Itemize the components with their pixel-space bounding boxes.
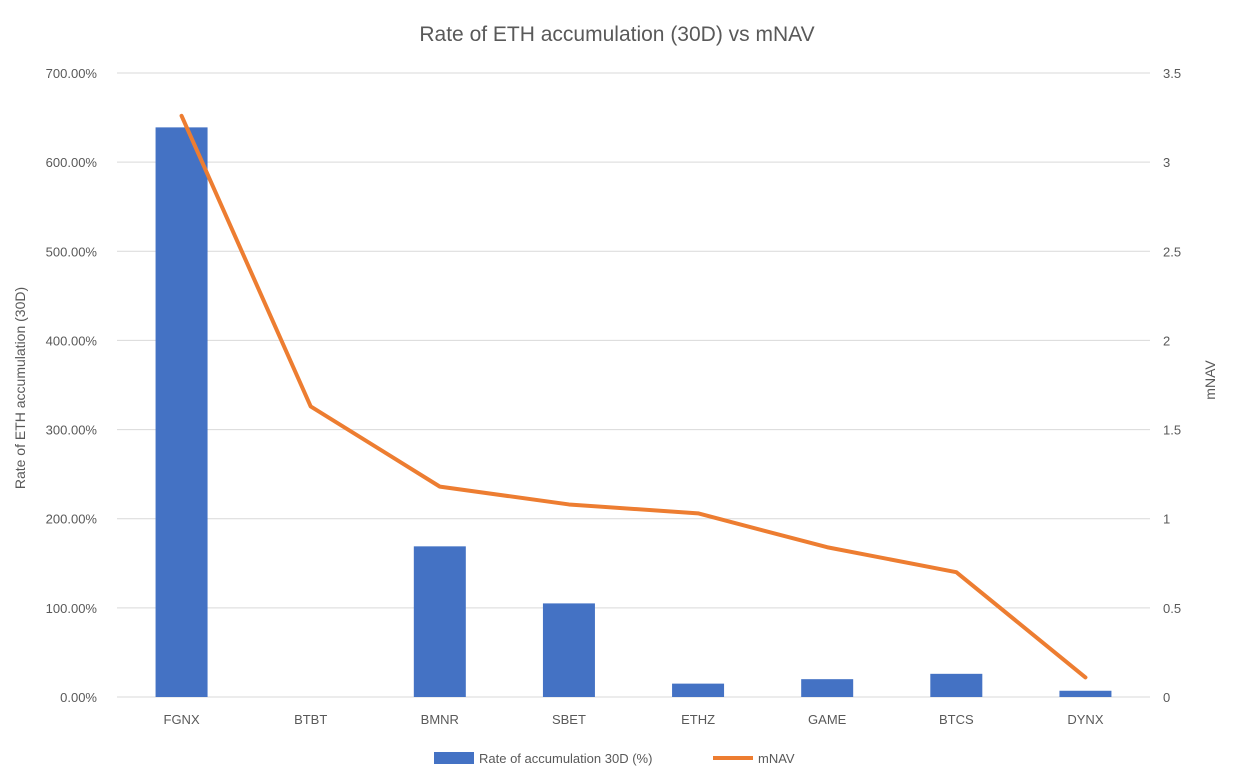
legend-swatch-bar bbox=[434, 752, 474, 764]
x-tick-label: ETHZ bbox=[681, 712, 715, 727]
x-axis-ticks: FGNX BTBT BMNR SBET ETHZ GAME BTCS DYNX bbox=[164, 712, 1104, 727]
y-tick-label: 500.00% bbox=[46, 244, 98, 259]
x-tick-label: GAME bbox=[808, 712, 847, 727]
x-tick-label: FGNX bbox=[164, 712, 200, 727]
x-tick-label: SBET bbox=[552, 712, 586, 727]
bar-ethz bbox=[672, 683, 725, 697]
bar-dynx bbox=[1059, 690, 1112, 697]
x-tick-label: DYNX bbox=[1067, 712, 1103, 727]
y-axis-left-ticks: 0.00% 100.00% 200.00% 300.00% 400.00% 500.00%… bbox=[46, 66, 98, 705]
y-tick-label: 400.00% bbox=[46, 333, 98, 348]
y-tick-label: 600.00% bbox=[46, 155, 98, 170]
y-axis-left-title: Rate of ETH accumulation (30D) bbox=[12, 287, 28, 489]
x-tick-label: BTCS bbox=[939, 712, 974, 727]
y-tick-label: 700.00% bbox=[46, 66, 98, 81]
y2-tick-label: 3 bbox=[1163, 155, 1170, 170]
y2-tick-label: 0.5 bbox=[1163, 601, 1181, 616]
y2-tick-label: 3.5 bbox=[1163, 66, 1181, 81]
legend-label-line: mNAV bbox=[758, 751, 795, 766]
y2-tick-label: 1.5 bbox=[1163, 423, 1181, 438]
y2-tick-label: 2 bbox=[1163, 333, 1170, 348]
y-tick-label: 200.00% bbox=[46, 512, 98, 527]
bar-bmnr bbox=[413, 546, 466, 697]
line-series bbox=[179, 113, 1088, 680]
bar-sbet bbox=[542, 603, 595, 697]
bar-series bbox=[155, 127, 1112, 698]
legend-label-bar: Rate of accumulation 30D (%) bbox=[479, 751, 652, 766]
mnav-line bbox=[179, 113, 1088, 680]
y-tick-label: 300.00% bbox=[46, 423, 98, 438]
y-tick-label: 0.00% bbox=[60, 690, 97, 705]
bar-game bbox=[801, 679, 854, 697]
x-tick-label: BTBT bbox=[294, 712, 327, 727]
bar-btcs bbox=[930, 673, 983, 697]
y-tick-label: 100.00% bbox=[46, 601, 98, 616]
y2-tick-label: 1 bbox=[1163, 512, 1170, 527]
chart-title: Rate of ETH accumulation (30D) vs mNAV bbox=[419, 23, 814, 46]
legend: Rate of accumulation 30D (%) mNAV bbox=[434, 751, 795, 766]
bar-fgnx bbox=[155, 127, 208, 698]
y2-tick-label: 2.5 bbox=[1163, 244, 1181, 259]
y2-tick-label: 0 bbox=[1163, 690, 1170, 705]
y-axis-right-title: mNAV bbox=[1202, 360, 1218, 400]
x-tick-label: BMNR bbox=[421, 712, 459, 727]
y-axis-right-ticks: 0 0.5 1 1.5 2 2.5 3 3.5 bbox=[1163, 66, 1181, 705]
gridlines bbox=[117, 72, 1150, 698]
